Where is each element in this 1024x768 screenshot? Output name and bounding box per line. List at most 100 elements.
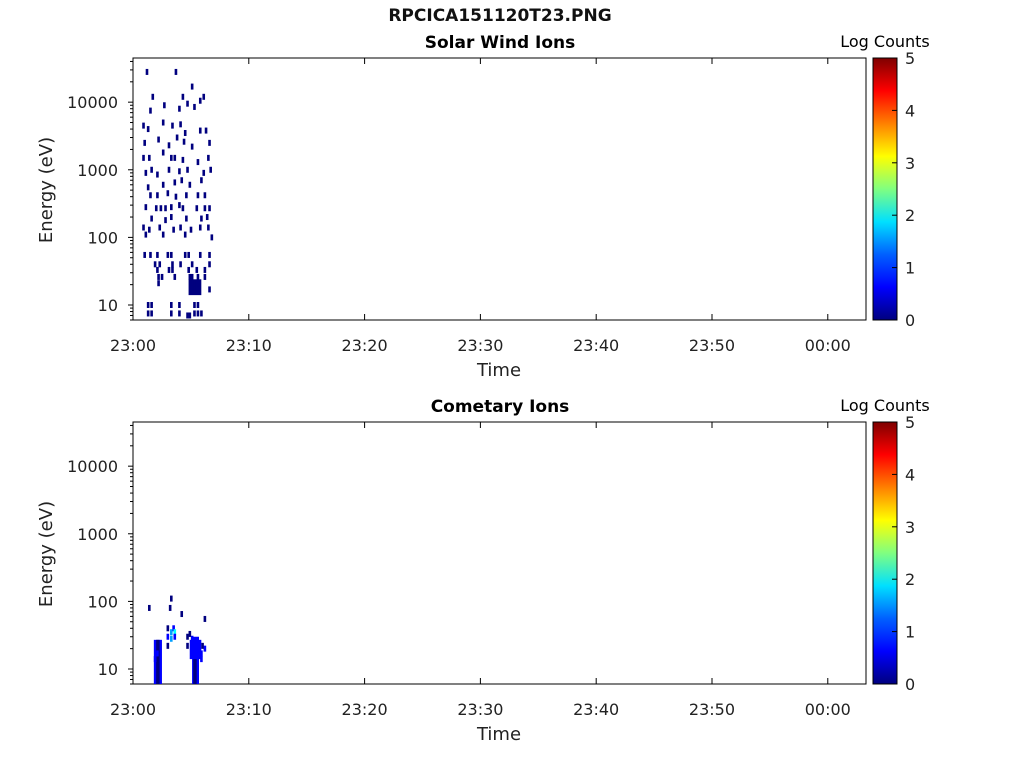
heatmap-band <box>156 639 160 684</box>
heatmap-cell <box>210 234 214 241</box>
colorbar-tick-label: 3 <box>905 154 915 173</box>
heatmap-cell <box>159 205 163 212</box>
heatmap-cell <box>207 224 210 231</box>
heatmap-cell <box>166 633 170 640</box>
heatmap-cell <box>166 625 170 632</box>
heatmap-cell <box>193 280 196 287</box>
heatmap-cell <box>146 126 150 133</box>
heatmap-cell <box>156 171 159 178</box>
colorbar: Log Counts 0 1 2 3 4 5 <box>840 32 930 330</box>
heatmap-cell <box>196 310 200 317</box>
heatmap-cell <box>161 181 165 188</box>
heatmap-cell <box>156 266 159 273</box>
heatmap-cell <box>183 129 187 136</box>
heatmap-cell <box>193 310 196 317</box>
heatmap-cell <box>201 642 204 649</box>
heatmap-cell <box>171 266 174 273</box>
heatmap-cell <box>142 122 145 129</box>
heatmap-cell <box>174 68 178 75</box>
y-axis-label: Energy (eV) <box>36 137 57 243</box>
colorbar-tick-label: 2 <box>905 206 915 225</box>
x-tick-label: 23:40 <box>573 700 619 719</box>
heatmap-cell <box>164 217 167 224</box>
colorbar-label: Log Counts <box>840 32 930 51</box>
heatmap-cell <box>143 251 146 258</box>
data-marks <box>148 595 207 684</box>
heatmap-cell <box>196 302 200 309</box>
heatmap-cell <box>156 650 159 657</box>
heatmap-cell <box>170 629 173 636</box>
heatmap-cell <box>149 251 152 258</box>
heatmap-cell <box>186 633 189 640</box>
heatmap-cell <box>143 139 146 146</box>
heatmap-cell <box>154 205 158 212</box>
colorbar-tick-label: 4 <box>905 465 915 484</box>
heatmap-cell <box>193 286 196 293</box>
page-title: RPCICA151120T23.PNG <box>388 6 612 26</box>
heatmap-cell <box>144 204 148 211</box>
heatmap-cell <box>195 205 199 212</box>
heatmap-cell <box>186 100 189 107</box>
heatmap-cell <box>208 139 211 146</box>
x-tick-label: 23:30 <box>457 336 503 355</box>
heatmap-cell <box>196 159 200 166</box>
panel-title-cometary: Cometary Ions <box>431 397 570 417</box>
heatmap-cell <box>167 166 171 173</box>
heatmap-cell <box>161 231 165 238</box>
heatmap-cell <box>208 205 211 212</box>
x-tick-label: 23:20 <box>342 700 388 719</box>
heatmap-cell <box>204 127 208 134</box>
heatmap-cell <box>173 633 177 640</box>
colorbar-tick-label: 0 <box>905 675 915 694</box>
heatmap-cell <box>196 192 200 199</box>
x-axis-label: Time <box>476 360 521 381</box>
heatmap-cell <box>144 231 148 238</box>
y-tick-label: 10000 <box>67 93 118 112</box>
heatmap-cell <box>178 168 181 175</box>
heatmap-cell <box>170 251 173 258</box>
heatmap-cell <box>181 93 185 100</box>
heatmap-cell <box>207 154 210 161</box>
x-axis-label: Time <box>476 724 521 745</box>
x-tick-label: 00:00 <box>805 700 851 719</box>
y-axis-label: Energy (eV) <box>36 501 57 607</box>
heatmap-cell <box>158 261 162 268</box>
heatmap-cell <box>150 310 153 317</box>
heatmap-cell <box>167 142 171 149</box>
heatmap-cell <box>173 154 177 161</box>
heatmap-cell <box>178 302 181 309</box>
heatmap-cell <box>148 226 151 233</box>
x-tick-label: 23:20 <box>342 336 388 355</box>
heatmap-cell <box>148 604 151 611</box>
heatmap-cell <box>168 604 172 611</box>
heatmap-cell <box>198 127 202 134</box>
x-tick-label: 23:00 <box>110 700 156 719</box>
heatmap-cell <box>174 193 178 200</box>
heatmap-cell <box>180 177 184 184</box>
heatmap-cell <box>203 273 207 280</box>
x-axis: 23:00 23:10 23:20 23:30 23:40 23:50 00:00 <box>110 58 851 355</box>
heatmap-cell <box>170 635 173 642</box>
heatmap-cell <box>188 181 192 188</box>
y-tick-label: 1000 <box>77 161 118 180</box>
heatmap-cell <box>148 154 151 161</box>
heatmap-cell <box>193 103 196 110</box>
heatmap-cell <box>173 629 177 636</box>
heatmap-cell <box>200 656 203 663</box>
y-tick-label: 10 <box>98 660 118 679</box>
heatmap-cell <box>164 205 167 212</box>
heatmap-cell <box>179 261 182 268</box>
heatmap-cell <box>166 190 170 197</box>
heatmap-cell <box>170 154 173 161</box>
panel-title-solar-wind: Solar Wind Ions <box>425 33 576 53</box>
heatmap-cell <box>193 302 196 309</box>
colorbar-gradient <box>872 57 898 321</box>
heatmap-cell <box>196 286 200 293</box>
heatmap-cell <box>190 261 194 268</box>
heatmap-cell <box>173 179 177 186</box>
heatmap-cell <box>189 226 193 233</box>
x-tick-label: 23:10 <box>226 336 272 355</box>
